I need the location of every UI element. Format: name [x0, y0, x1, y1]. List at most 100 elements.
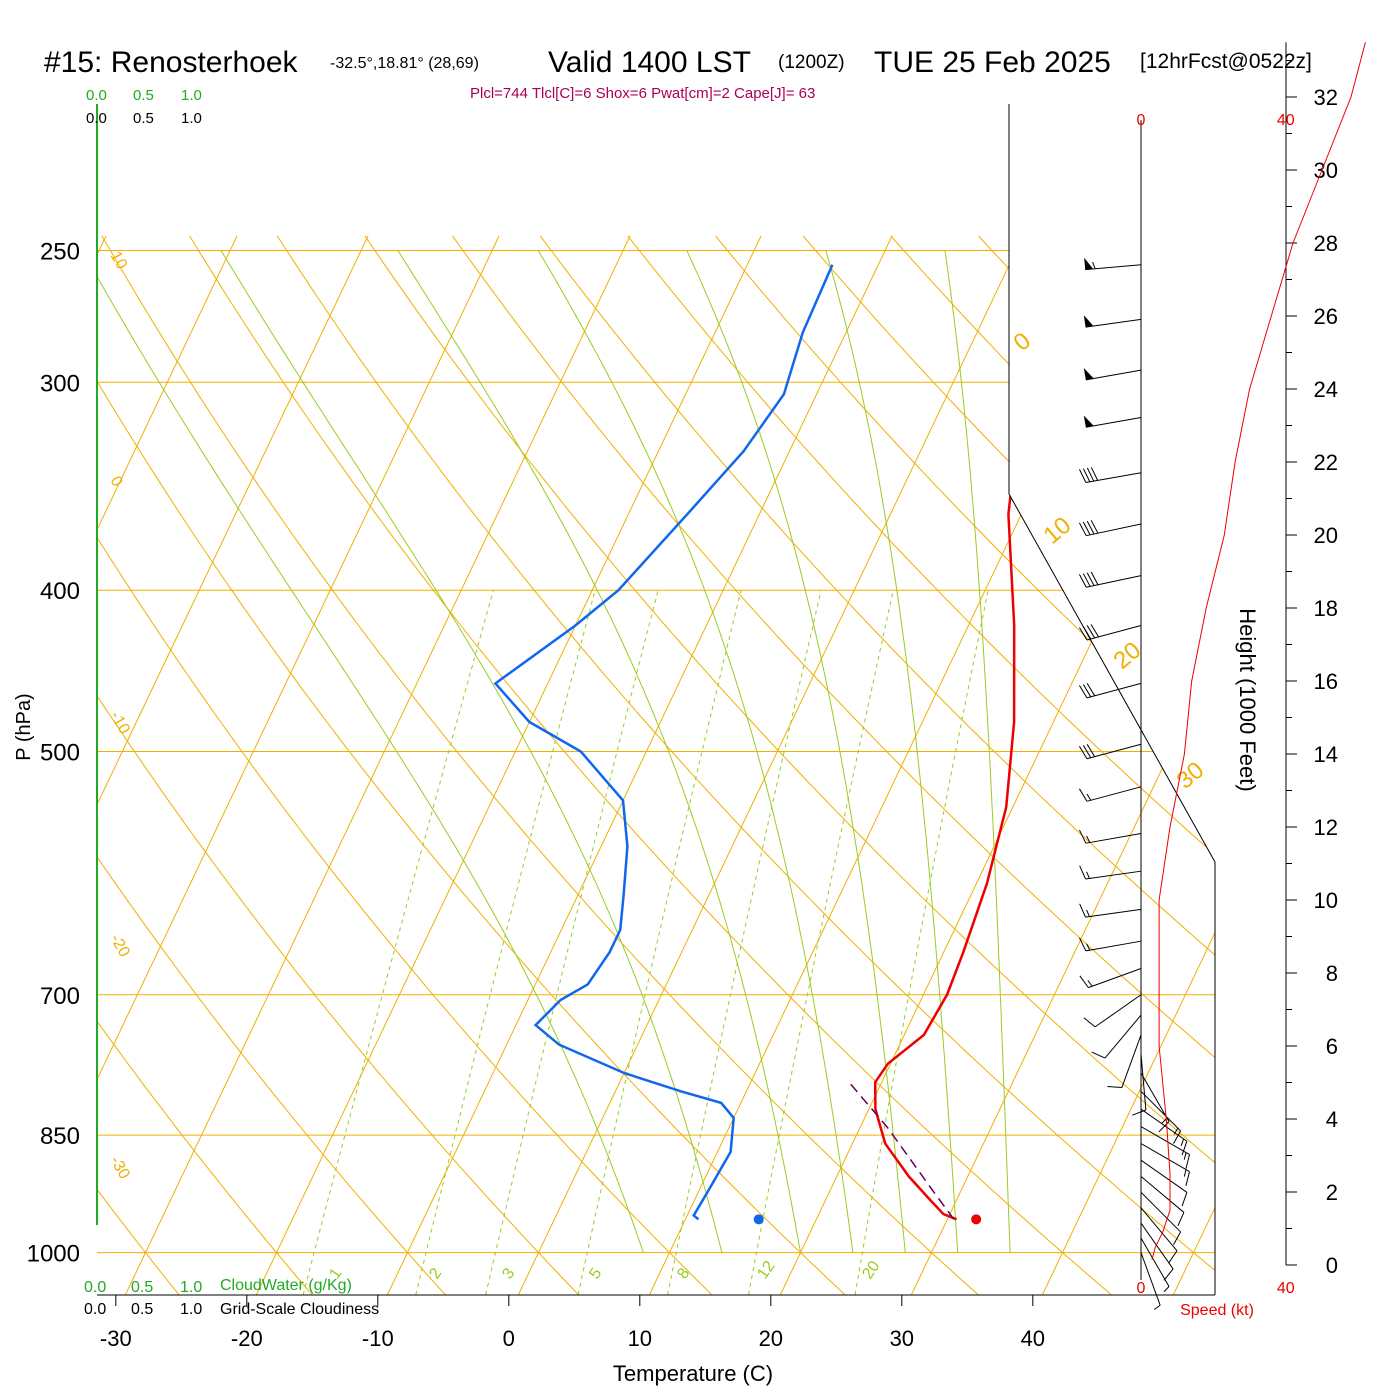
- pressure-tick-250: 250: [40, 238, 80, 265]
- isotherm: [770, 235, 1215, 1295]
- height-tick-label: 12: [1314, 815, 1338, 840]
- height-tick-label: 16: [1314, 669, 1338, 694]
- utc-time: (1200Z): [778, 52, 845, 73]
- wind-barb: [1078, 786, 1142, 802]
- isotherm: [97, 235, 238, 1295]
- cloudiness-legend-1: 0.5: [131, 1301, 153, 1318]
- height-tick-label: 10: [1314, 888, 1338, 913]
- cloudwater-scale-2: 1.0: [181, 87, 202, 104]
- mixing-ratio-line: [748, 590, 894, 1295]
- wind-barb: [1091, 1014, 1142, 1059]
- height-tick-label: 32: [1314, 85, 1338, 110]
- moist-adiabat: [220, 250, 723, 1253]
- theta-label: 10: [1039, 512, 1077, 550]
- dry-adiabat: [276, 235, 1215, 1295]
- mixing-ratio-line: [577, 590, 742, 1295]
- cloudwater-scale-1: 0.5: [133, 87, 154, 104]
- wind-barb: [1140, 1207, 1178, 1264]
- dry-adiabat: [97, 235, 733, 1295]
- temperature-tick-label: -30: [100, 1326, 132, 1351]
- cloudiness-scale-2: 1.0: [181, 110, 202, 127]
- wind-barb: [1083, 315, 1142, 328]
- wind-barbs: [1078, 257, 1190, 1310]
- mixing-ratio-line: [415, 590, 596, 1295]
- wind-barb: [1078, 624, 1142, 641]
- height-tick-label: 8: [1326, 961, 1338, 986]
- station-title: #15: Renosterhoek: [44, 46, 299, 79]
- cloudwater-scale-0: 0.0: [86, 87, 107, 104]
- temperature-tick-label: 30: [890, 1326, 914, 1351]
- wind-barb: [1078, 682, 1142, 699]
- height-tick-label: 0: [1326, 1253, 1338, 1278]
- wind-barb: [1140, 1090, 1182, 1144]
- wind-barb: [1140, 1143, 1190, 1186]
- isotherm: [901, 235, 1215, 1295]
- wind-barb: [1084, 257, 1142, 271]
- height-tick-label: 18: [1314, 596, 1338, 621]
- height-tick-label: 30: [1314, 158, 1338, 183]
- parcel-line: [848, 1081, 955, 1220]
- height-tick-label: 26: [1314, 304, 1338, 329]
- isotherm: [115, 235, 631, 1295]
- speed-tick-bottom: 0: [1137, 1280, 1146, 1297]
- pressure-tick-700: 700: [40, 983, 80, 1010]
- moist-adiabat: [825, 250, 959, 1253]
- moist-adiabat: [944, 250, 1011, 1253]
- temperature-tick-label: -10: [362, 1326, 394, 1351]
- isotherm: [246, 235, 762, 1295]
- wind-barb: [1140, 1252, 1161, 1310]
- dewpoint-line: [493, 264, 834, 1221]
- height-speed-panel: 0246810121416182022242628303200404080801…: [1137, 42, 1366, 1297]
- cloudwater-legend-0: 0.0: [84, 1279, 106, 1296]
- sounding-indices: Plcl=744 Tlcl[C]=6 Shox=6 Pwat[cm]=2 Cap…: [470, 85, 815, 102]
- temperature-tick-label: 40: [1021, 1326, 1045, 1351]
- dry-adiabat: [539, 235, 1215, 1295]
- temperature-tick-label: 0: [503, 1326, 515, 1351]
- height-tick-label: 6: [1326, 1034, 1338, 1059]
- height-tick-label: 24: [1314, 377, 1338, 402]
- height-tick-label: 20: [1314, 523, 1338, 548]
- theta-label: -10: [107, 709, 133, 738]
- chart-series: [493, 264, 1050, 1225]
- mixing-ratio-label: 5: [586, 1265, 605, 1282]
- wind-barb: [1140, 1222, 1174, 1281]
- height-tick-label: 4: [1326, 1107, 1338, 1132]
- dry-adiabat: [452, 235, 1215, 1295]
- cloudiness-scale-0: 0.0: [86, 110, 107, 127]
- cloud-scale-top: 0.0 0.5 1.0 0.0 0.5 1.0: [86, 87, 202, 127]
- temperature-tick-label: -20: [231, 1326, 263, 1351]
- valid-time: Valid 1400 LST: [548, 46, 751, 79]
- mixing-ratio-line: [854, 590, 989, 1295]
- pressure-tick-400: 400: [40, 578, 80, 605]
- pressure-tick-500: 500: [40, 740, 80, 767]
- dry-adiabat: [627, 235, 1215, 1295]
- wind-barb: [1140, 1176, 1185, 1226]
- isotherm: [1032, 235, 1215, 1295]
- valid-date: TUE 25 Feb 2025: [874, 46, 1111, 79]
- surface-dewpoint-dot: [753, 1214, 764, 1225]
- dry-adiabat: [715, 235, 1215, 1295]
- theta-label: 0: [107, 474, 126, 490]
- isotherm: [97, 235, 107, 1295]
- x-axis-title: Temperature (C): [613, 1361, 773, 1386]
- chart-axes: 1 2 3 5 8 12 20100-10-20-300102030250300400500…: [27, 238, 1215, 1351]
- moist-adiabat: [397, 250, 801, 1253]
- height-tick-label: 22: [1314, 450, 1338, 475]
- temperature-tick-label: 10: [628, 1326, 652, 1351]
- isotherm: [508, 235, 1024, 1295]
- cloudiness-legend-label: Grid-Scale Cloudiness: [220, 1301, 379, 1318]
- temperature-tick-label: 20: [759, 1326, 783, 1351]
- speed-tick-top: 0: [1137, 112, 1146, 129]
- cloud-legend-bottom: 0.0 0.5 1.0 CloudWater (g/Kg) 0.0 0.5 1.…: [84, 1277, 379, 1318]
- mixing-ratio-line: [667, 590, 822, 1295]
- cloudiness-scale-1: 0.5: [133, 110, 154, 127]
- cloudiness-legend-0: 0.0: [84, 1301, 106, 1318]
- pressure-tick-850: 850: [40, 1123, 80, 1150]
- mixing-ratio-label: 20: [859, 1258, 883, 1282]
- dry-adiabat: [97, 235, 196, 1295]
- wind-barb: [1132, 1054, 1147, 1116]
- cloudwater-legend-2: 1.0: [180, 1279, 202, 1296]
- cloudwater-legend-label: CloudWater (g/Kg): [220, 1277, 352, 1294]
- speed-tick-top: 40: [1277, 112, 1295, 129]
